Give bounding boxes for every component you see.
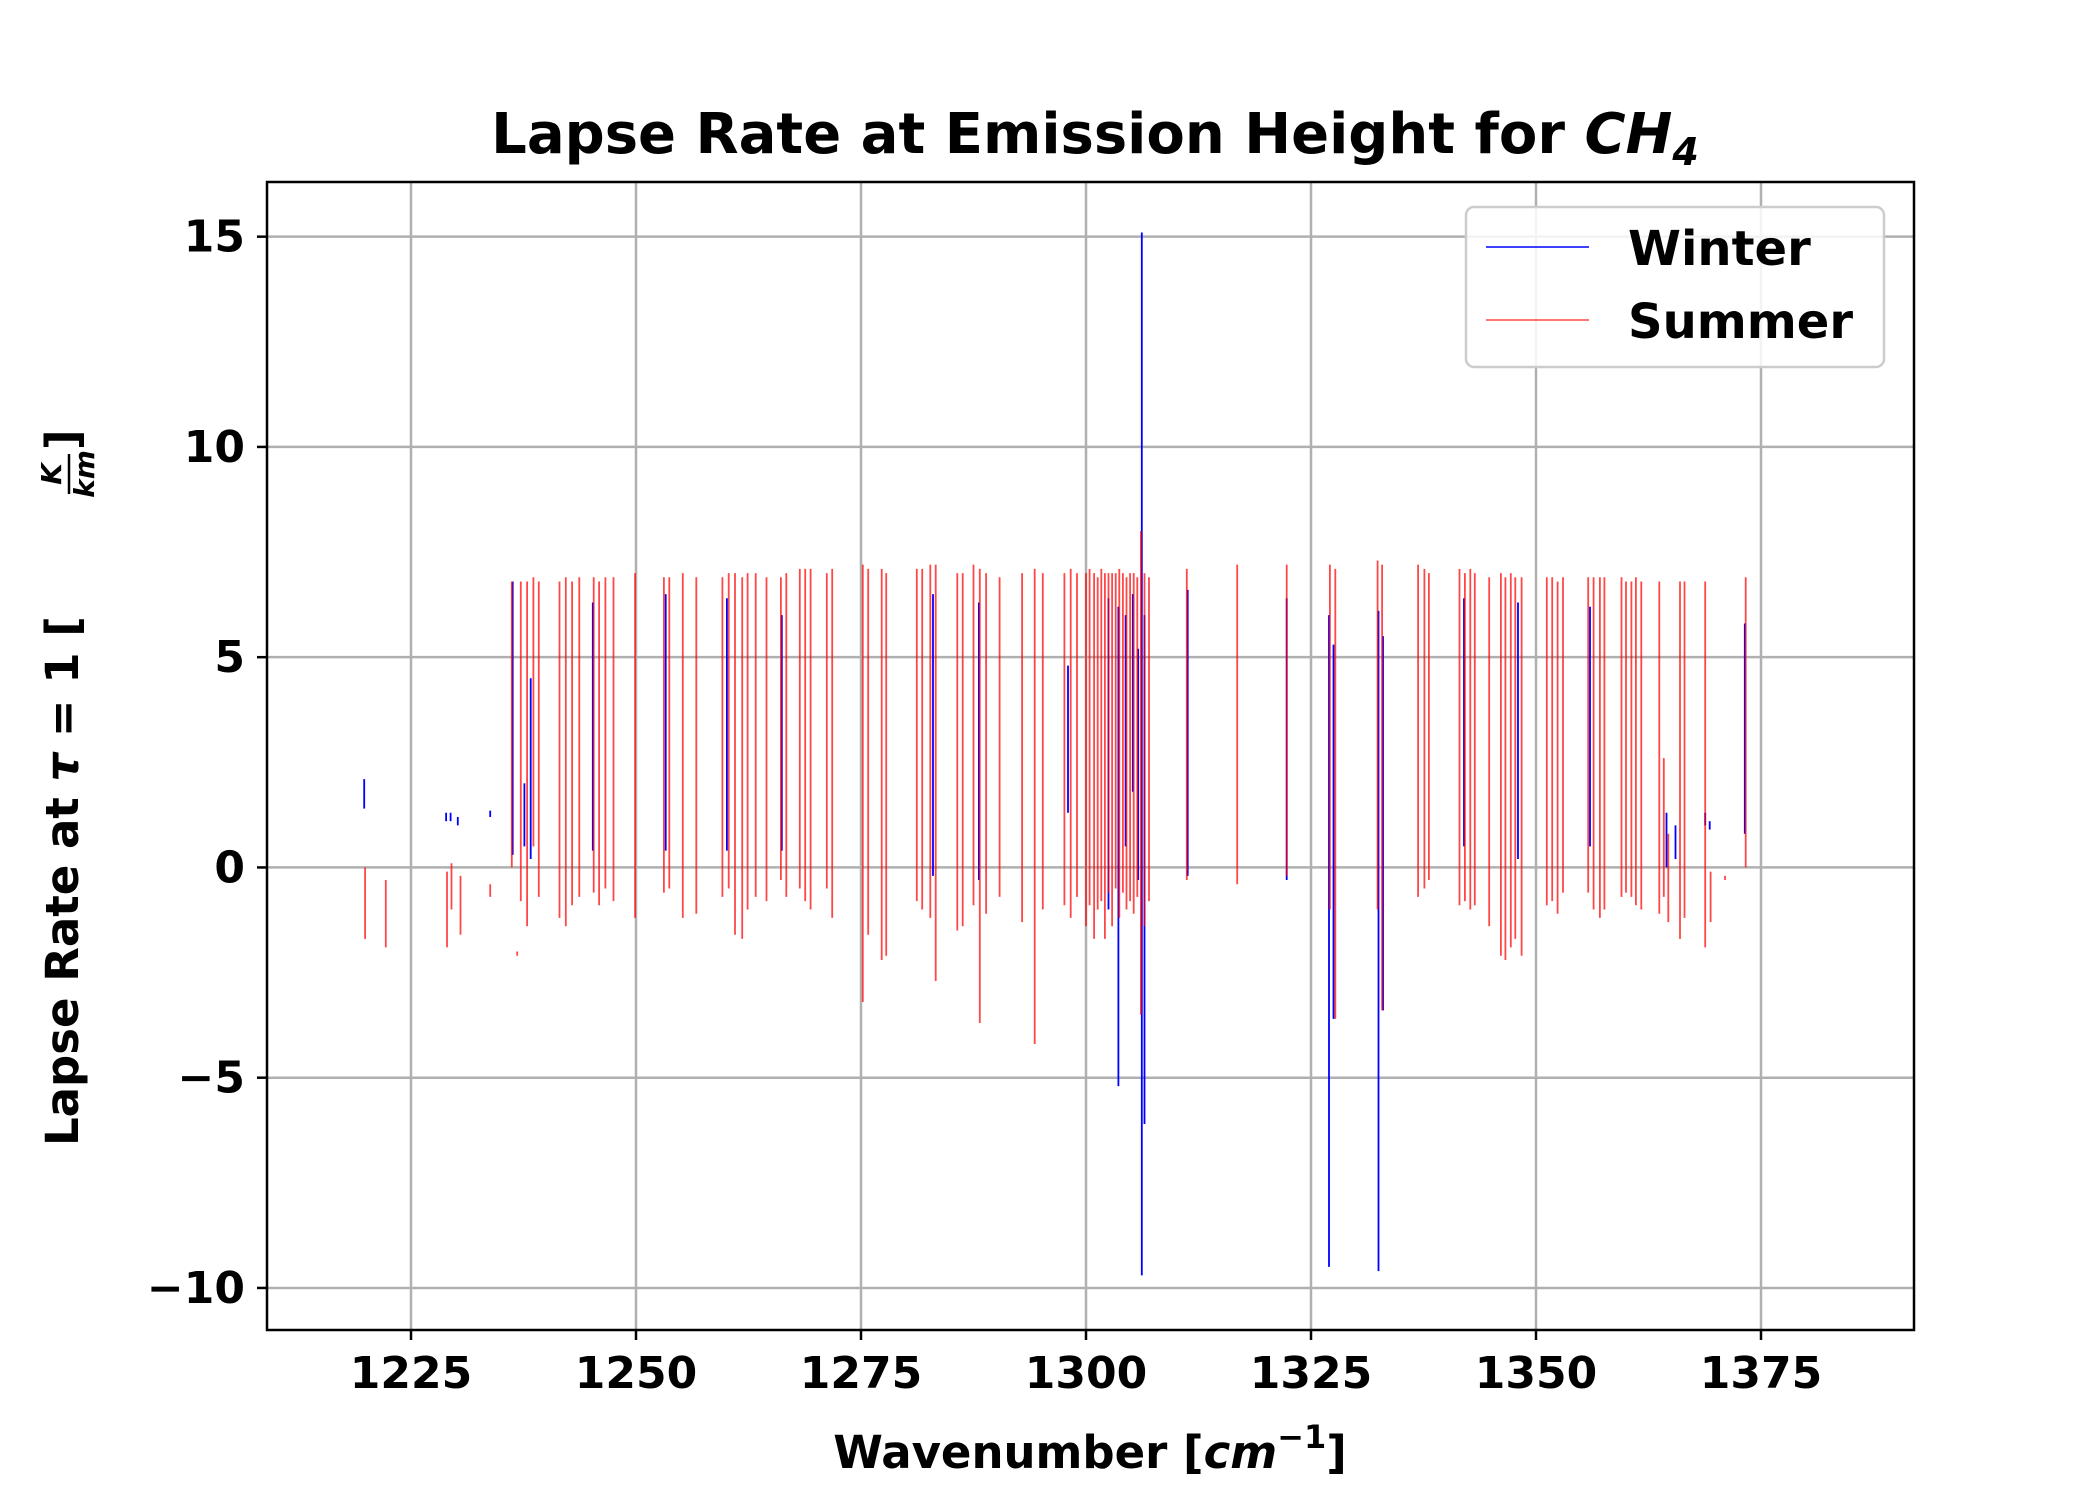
x-tick-label: 1225 xyxy=(350,1348,472,1399)
legend: Winter Summer xyxy=(1464,205,1886,369)
x-tick-label: 1250 xyxy=(575,1348,697,1399)
y-tick-label: 15 xyxy=(184,212,245,263)
y-axis-label: Lapse Rate at τ = 1 [ K km ] xyxy=(35,429,101,1146)
y-tick-label: 5 xyxy=(214,632,245,683)
legend-label-summer: Summer xyxy=(1628,294,1853,350)
x-tick-label: 1275 xyxy=(800,1348,922,1399)
legend-label-winter: Winter xyxy=(1628,221,1811,277)
series-summer xyxy=(364,531,1747,1045)
x-tick-label: 1300 xyxy=(1025,1348,1147,1399)
svg-text:Lapse Rate at τ = 1 [: Lapse Rate at τ = 1 [ xyxy=(36,616,89,1146)
x-axis-label: Wavenumber [cm−1] xyxy=(833,1418,1347,1479)
y-tick-label: −10 xyxy=(147,1263,245,1314)
y-tick-label: −5 xyxy=(178,1053,245,1104)
x-axis-ticks: 1225 1250 1275 1300 1325 1350 1375 xyxy=(350,1330,1822,1399)
x-tick-label: 1350 xyxy=(1475,1348,1597,1399)
x-tick-label: 1375 xyxy=(1700,1348,1822,1399)
y-axis-ticks: −10 −5 0 5 10 15 xyxy=(147,212,267,1314)
series-layer xyxy=(363,232,1747,1276)
y-tick-label: 10 xyxy=(184,422,245,473)
chart-title: Lapse Rate at Emission Height for CH4 xyxy=(491,102,1699,174)
y-axis-unit-numerator: K xyxy=(35,461,68,485)
y-axis-unit-denominator: km xyxy=(68,450,101,498)
x-tick-label: 1325 xyxy=(1250,1348,1372,1399)
y-axis-label-close: ] xyxy=(36,429,89,450)
y-tick-label: 0 xyxy=(214,842,245,893)
plot-frame xyxy=(265,180,1916,1332)
